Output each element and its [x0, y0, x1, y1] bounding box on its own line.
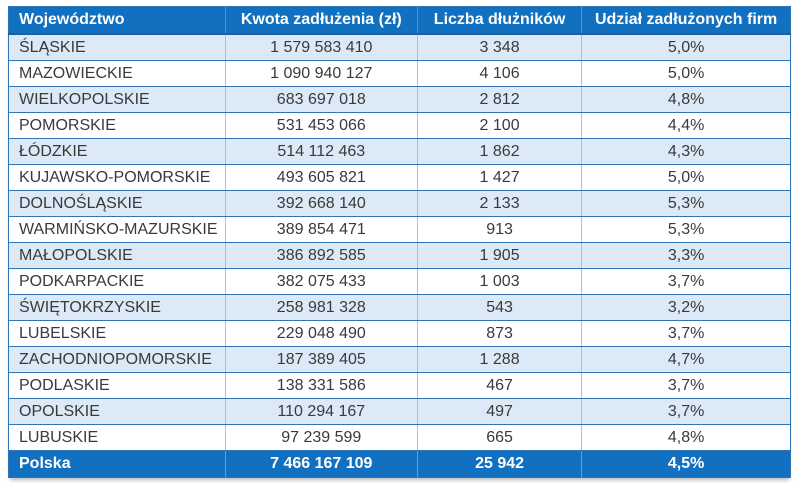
debtor-count-cell: 2 133: [417, 190, 583, 217]
voivodeship-name-cell: ZACHODNIOPOMORSKIE: [8, 346, 226, 373]
indebted-share-cell: 3,7%: [581, 398, 791, 425]
total-debt-amount: 7 466 167 109: [225, 450, 418, 478]
total-debtor-count: 25 942: [417, 450, 583, 478]
table-row: ZACHODNIOPOMORSKIE 187 389 405 1 288 4,7%: [8, 346, 791, 373]
indebted-share-cell: 5,0%: [581, 34, 791, 61]
voivodeship-name-cell: ŁÓDZKIE: [8, 138, 226, 165]
table-row: ŚLĄSKIE 1 579 583 410 3 348 5,0%: [8, 34, 791, 61]
debtor-count-cell: 1 427: [417, 164, 583, 191]
indebted-share-cell: 5,0%: [581, 60, 791, 87]
column-header-voivodeship: Województwo: [8, 6, 226, 35]
debt-amount-cell: 110 294 167: [225, 398, 418, 425]
table-row: WARMIŃSKO-MAZURSKIE 389 854 471 913 5,3%: [8, 216, 791, 243]
table-row: DOLNOŚLĄSKIE 392 668 140 2 133 5,3%: [8, 190, 791, 217]
total-indebted-share: 4,5%: [581, 450, 791, 478]
column-header-debt-amount: Kwota zadłużenia (zł): [225, 6, 418, 35]
header-row: Województwo Kwota zadłużenia (zł) Liczba…: [8, 6, 791, 35]
debtor-count-cell: 913: [417, 216, 583, 243]
debtor-count-cell: 665: [417, 424, 583, 451]
debtor-count-cell: 2 812: [417, 86, 583, 113]
column-header-debtor-count: Liczba dłużników: [417, 6, 583, 35]
debt-amount-cell: 514 112 463: [225, 138, 418, 165]
table-row: LUBUSKIE 97 239 599 665 4,8%: [8, 424, 791, 451]
table-body: ŚLĄSKIE 1 579 583 410 3 348 5,0% MAZOWIECKIE…: [8, 34, 791, 451]
table-row: LUBELSKIE 229 048 490 873 3,7%: [8, 320, 791, 347]
debtor-count-cell: 497: [417, 398, 583, 425]
debtor-count-cell: 873: [417, 320, 583, 347]
indebted-share-cell: 4,8%: [581, 86, 791, 113]
voivodeship-name-cell: LUBUSKIE: [8, 424, 226, 451]
debtor-count-cell: 3 348: [417, 34, 583, 61]
debt-amount-cell: 683 697 018: [225, 86, 418, 113]
debt-amount-cell: 1 090 940 127: [225, 60, 418, 87]
indebted-share-cell: 3,7%: [581, 372, 791, 399]
indebted-share-cell: 3,2%: [581, 294, 791, 321]
indebted-share-cell: 4,3%: [581, 138, 791, 165]
table-row: ŚWIĘTOKRZYSKIE 258 981 328 543 3,2%: [8, 294, 791, 321]
indebted-share-cell: 4,8%: [581, 424, 791, 451]
debtor-count-cell: 1 288: [417, 346, 583, 373]
voivodeship-name-cell: DOLNOŚLĄSKIE: [8, 190, 226, 217]
debt-by-voivodeship-table: Województwo Kwota zadłużenia (zł) Liczba…: [8, 6, 791, 478]
debtor-count-cell: 1 003: [417, 268, 583, 295]
table-row: MAŁOPOLSKIE 386 892 585 1 905 3,3%: [8, 242, 791, 269]
debt-table-container: Województwo Kwota zadłużenia (zł) Liczba…: [8, 6, 791, 478]
debtor-count-cell: 1 905: [417, 242, 583, 269]
table-footer: Polska 7 466 167 109 25 942 4,5%: [8, 450, 791, 478]
debtor-count-cell: 2 100: [417, 112, 583, 139]
column-header-indebted-share: Udział zadłużonych firm: [581, 6, 791, 35]
debt-amount-cell: 389 854 471: [225, 216, 418, 243]
debt-amount-cell: 531 453 066: [225, 112, 418, 139]
debt-amount-cell: 382 075 433: [225, 268, 418, 295]
total-row: Polska 7 466 167 109 25 942 4,5%: [8, 450, 791, 478]
voivodeship-name-cell: WIELKOPOLSKIE: [8, 86, 226, 113]
debtor-count-cell: 4 106: [417, 60, 583, 87]
indebted-share-cell: 4,4%: [581, 112, 791, 139]
voivodeship-name-cell: ŚLĄSKIE: [8, 34, 226, 61]
indebted-share-cell: 5,0%: [581, 164, 791, 191]
debt-amount-cell: 493 605 821: [225, 164, 418, 191]
indebted-share-cell: 5,3%: [581, 190, 791, 217]
voivodeship-name-cell: MAZOWIECKIE: [8, 60, 226, 87]
voivodeship-name-cell: WARMIŃSKO-MAZURSKIE: [8, 216, 226, 243]
table-row: PODKARPACKIE 382 075 433 1 003 3,7%: [8, 268, 791, 295]
voivodeship-name-cell: MAŁOPOLSKIE: [8, 242, 226, 269]
table-header: Województwo Kwota zadłużenia (zł) Liczba…: [8, 6, 791, 35]
voivodeship-name-cell: POMORSKIE: [8, 112, 226, 139]
voivodeship-name-cell: PODKARPACKIE: [8, 268, 226, 295]
debt-amount-cell: 392 668 140: [225, 190, 418, 217]
table-row: POMORSKIE 531 453 066 2 100 4,4%: [8, 112, 791, 139]
debt-amount-cell: 229 048 490: [225, 320, 418, 347]
debtor-count-cell: 1 862: [417, 138, 583, 165]
indebted-share-cell: 3,3%: [581, 242, 791, 269]
debt-amount-cell: 386 892 585: [225, 242, 418, 269]
debt-amount-cell: 97 239 599: [225, 424, 418, 451]
voivodeship-name-cell: PODLASKIE: [8, 372, 226, 399]
indebted-share-cell: 3,7%: [581, 268, 791, 295]
indebted-share-cell: 4,7%: [581, 346, 791, 373]
table-row: OPOLSKIE 110 294 167 497 3,7%: [8, 398, 791, 425]
voivodeship-name-cell: LUBELSKIE: [8, 320, 226, 347]
voivodeship-name-cell: OPOLSKIE: [8, 398, 226, 425]
table-row: WIELKOPOLSKIE 683 697 018 2 812 4,8%: [8, 86, 791, 113]
debt-amount-cell: 138 331 586: [225, 372, 418, 399]
debtor-count-cell: 467: [417, 372, 583, 399]
table-row: MAZOWIECKIE 1 090 940 127 4 106 5,0%: [8, 60, 791, 87]
voivodeship-name-cell: ŚWIĘTOKRZYSKIE: [8, 294, 226, 321]
indebted-share-cell: 3,7%: [581, 320, 791, 347]
debt-amount-cell: 187 389 405: [225, 346, 418, 373]
table-row: KUJAWSKO-POMORSKIE 493 605 821 1 427 5,0%: [8, 164, 791, 191]
voivodeship-name-cell: KUJAWSKO-POMORSKIE: [8, 164, 226, 191]
debt-amount-cell: 258 981 328: [225, 294, 418, 321]
table-row: PODLASKIE 138 331 586 467 3,7%: [8, 372, 791, 399]
debt-amount-cell: 1 579 583 410: [225, 34, 418, 61]
total-label: Polska: [8, 450, 226, 478]
debtor-count-cell: 543: [417, 294, 583, 321]
indebted-share-cell: 5,3%: [581, 216, 791, 243]
table-row: ŁÓDZKIE 514 112 463 1 862 4,3%: [8, 138, 791, 165]
